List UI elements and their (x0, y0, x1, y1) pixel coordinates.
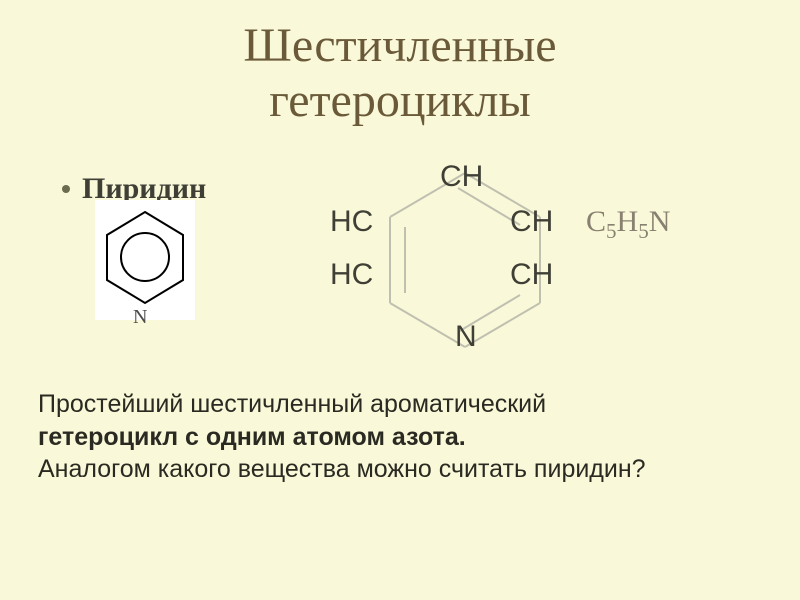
small-structure: N (95, 200, 195, 345)
desc-line2: гетероцикл с одним атомом азота. (38, 421, 646, 454)
description-block: Простейший шестичленный ароматический ге… (38, 388, 646, 486)
formula-c: C (586, 205, 606, 238)
small-hex-n-label: N (133, 306, 147, 329)
molecular-formula: C5H5N (586, 205, 670, 244)
ch-lower-left: HC (330, 258, 373, 292)
ch-lower-right: CH (510, 258, 553, 292)
ch-top: CH (440, 160, 483, 194)
bullet-dot-icon (62, 185, 70, 193)
ch-upper-left: HC (330, 205, 373, 239)
slide-title: Шестичленные гетероциклы (0, 0, 800, 128)
formula-n: N (649, 205, 671, 238)
desc-line1: Простейший шестичленный ароматический (38, 388, 646, 421)
ch-upper-right: CH (510, 205, 553, 239)
formula-5a: 5 (606, 219, 617, 243)
desc-line3: Аналогом какого вещества можно считать п… (38, 453, 646, 486)
formula-h: H (617, 205, 639, 238)
ch-bottom-n: N (455, 320, 477, 354)
hex-edge (390, 303, 465, 347)
slide: Шестичленные гетероциклы Пиридин N (0, 0, 800, 600)
title-line1: Шестичленные (243, 19, 556, 72)
title-line2: гетероциклы (269, 74, 531, 127)
formula-5b: 5 (638, 219, 649, 243)
